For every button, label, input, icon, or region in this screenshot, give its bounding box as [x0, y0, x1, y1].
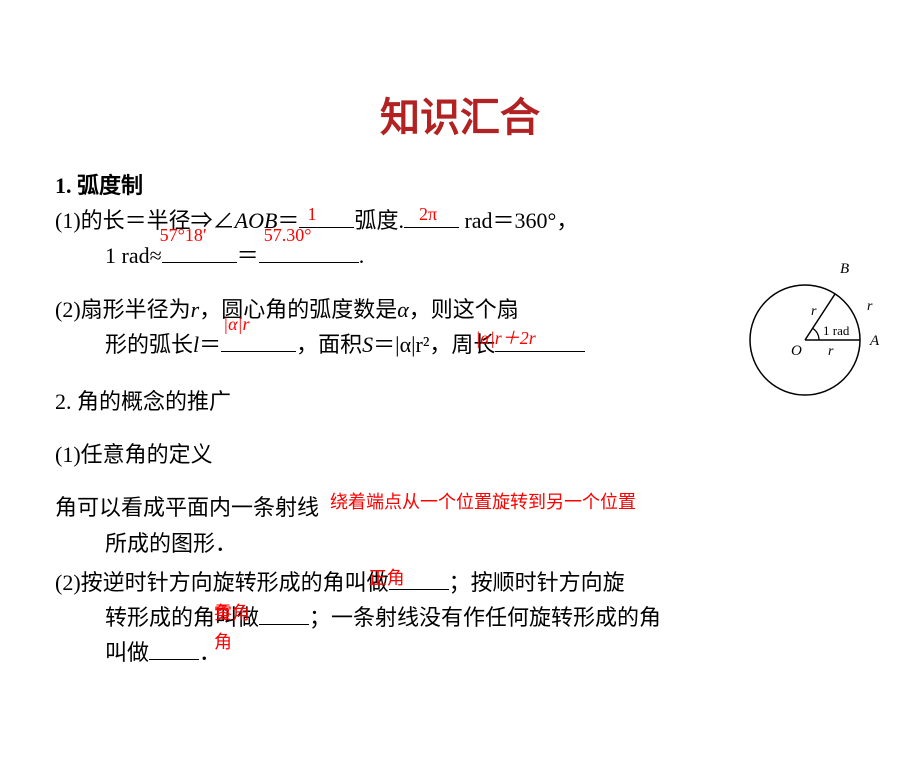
line-5: (1)任意角的定义	[55, 437, 870, 472]
diagram-label-b: B	[840, 261, 849, 277]
line4-p1: 形的弧长	[105, 332, 193, 357]
section-1-header: 1. 弧度制	[55, 168, 870, 203]
line6-p1: 角可以看成平面内一条射线	[55, 495, 319, 520]
diagram-label-r1: r	[828, 344, 834, 359]
diagram-label-o: O	[791, 343, 802, 359]
fill-3: |α|r	[223, 310, 249, 339]
line4-s: S	[362, 332, 373, 357]
line-7: 所成的图形．	[55, 526, 870, 561]
line8-p1: (2)按逆时针方向旋转形成的角叫做	[55, 570, 389, 595]
line4-p2: ，面积	[296, 332, 362, 357]
fill-1b: 2π	[419, 200, 437, 229]
line-8: (2)按逆时针方向旋转形成的角叫做正角 ；按顺时针方向旋	[55, 565, 870, 600]
fill-4: |α|r＋2r	[475, 324, 535, 353]
fill-8: 零角	[214, 599, 232, 657]
line3-p1: (2)扇形半径为	[55, 297, 191, 322]
section-2-label: 2. 角的概念的推广	[55, 389, 231, 414]
line-6: 角可以看成平面内一条射线绕着端点从一个位置旋转到另一个位置	[55, 490, 870, 525]
diagram-label-a: A	[869, 333, 880, 349]
diagram-label-r3: r	[867, 299, 873, 314]
fill-2a: 57°18′	[160, 221, 207, 250]
fill-6: 正角	[369, 564, 405, 593]
line3-p3: ，则这个扇	[409, 297, 519, 322]
line5-text: (1)任意角的定义	[55, 442, 213, 467]
diagram-angle-arc	[813, 328, 820, 340]
line3-r: r	[191, 297, 200, 322]
line10-p1: 叫做	[105, 640, 149, 665]
diagram-label-r2: r	[811, 304, 817, 319]
line9-p2: ；一条射线没有作任何旋转形成的角	[309, 605, 661, 630]
line4-eq1: ＝	[199, 332, 221, 357]
line1-p1: (1)的长＝半径⇒∠	[55, 208, 235, 233]
line-10: 叫做零角．	[55, 635, 870, 670]
page-title: 知识汇合	[0, 85, 920, 143]
radian-diagram: B A O r r r 1 rad	[735, 255, 895, 410]
line3-alpha: α	[397, 297, 409, 322]
line7-text: 所成的图形．	[105, 531, 237, 556]
line1-p2: 弧度.	[354, 208, 404, 233]
diagram-label-1rad: 1 rad	[823, 323, 850, 338]
line2-dot: .	[359, 243, 365, 268]
fill-2b: 57.30°	[264, 221, 312, 250]
fill-5: 绕着端点从一个位置旋转到另一个位置	[330, 488, 636, 517]
line2-eq: ＝	[237, 243, 259, 268]
line8-p2: ；按顺时针方向旋	[449, 570, 625, 595]
line-9: 转形成的角叫做负角；一条射线没有作任何旋转形成的角	[55, 600, 870, 635]
line1-p3: rad＝360°，	[459, 208, 578, 233]
content-area: 1. 弧度制 (1)的长＝半径⇒∠AOB＝1弧度.2π rad＝360°， 1 …	[0, 168, 920, 670]
line2-p1: 1 rad≈	[105, 243, 162, 268]
section-1-label: 1. 弧度制	[55, 173, 143, 198]
